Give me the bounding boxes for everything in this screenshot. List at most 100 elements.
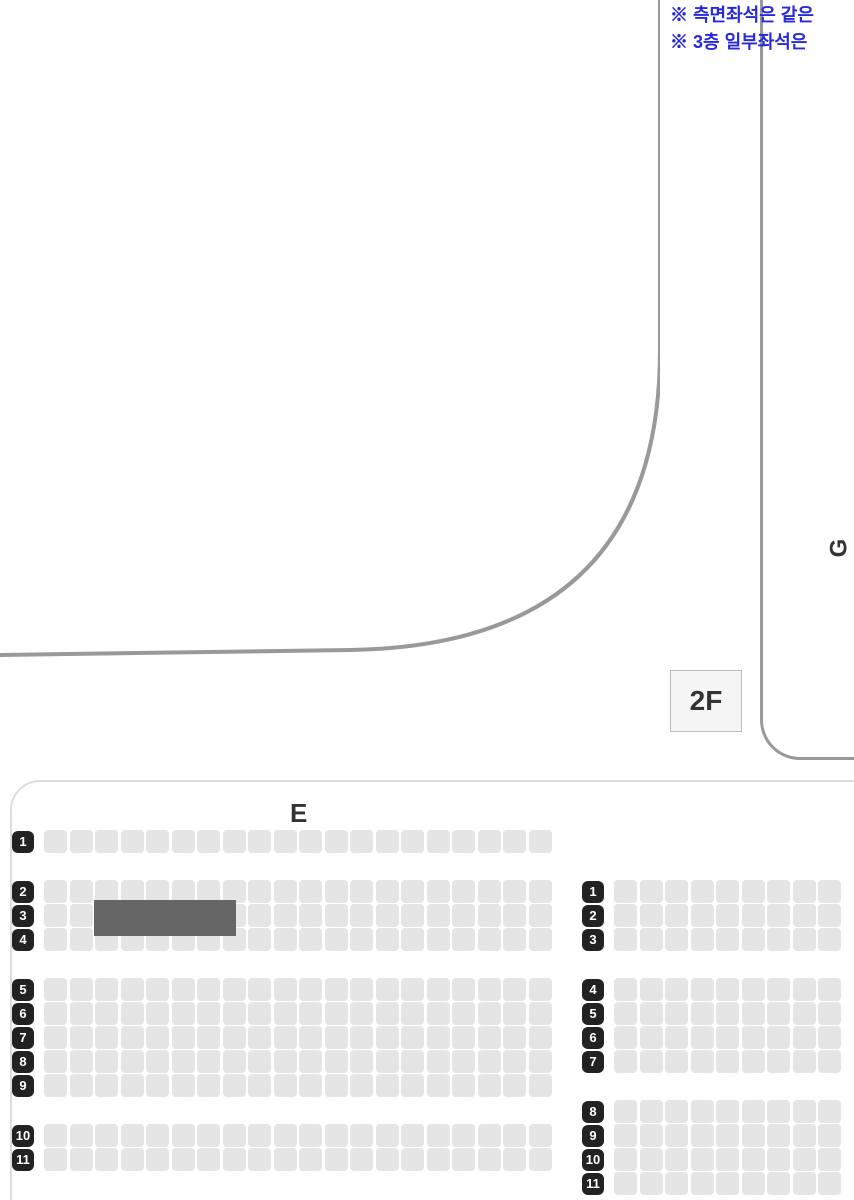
seat[interactable]: [640, 880, 663, 903]
seat[interactable]: [452, 1002, 475, 1025]
seat[interactable]: [452, 830, 475, 853]
seat[interactable]: [95, 1124, 118, 1147]
seat[interactable]: [401, 904, 424, 927]
seat[interactable]: [376, 1148, 399, 1171]
seat[interactable]: [665, 1026, 688, 1049]
seat[interactable]: [529, 1050, 552, 1073]
seat[interactable]: [121, 1124, 144, 1147]
seat[interactable]: [401, 1148, 424, 1171]
seat[interactable]: [529, 1026, 552, 1049]
seat[interactable]: [401, 928, 424, 951]
seat[interactable]: [640, 1002, 663, 1025]
seat[interactable]: [70, 830, 93, 853]
seat[interactable]: [691, 1172, 714, 1195]
seat[interactable]: [325, 1124, 348, 1147]
seat[interactable]: [376, 880, 399, 903]
seat[interactable]: [44, 1050, 67, 1073]
seat[interactable]: [640, 1124, 663, 1147]
seat[interactable]: [478, 880, 501, 903]
seat[interactable]: [742, 1148, 765, 1171]
seat[interactable]: [452, 1074, 475, 1097]
seat[interactable]: [503, 1124, 526, 1147]
seat[interactable]: [223, 1074, 246, 1097]
seat[interactable]: [478, 830, 501, 853]
seat[interactable]: [299, 978, 322, 1001]
seat[interactable]: [665, 1124, 688, 1147]
seat[interactable]: [716, 1124, 739, 1147]
seat[interactable]: [70, 1002, 93, 1025]
seat[interactable]: [503, 830, 526, 853]
seat[interactable]: [427, 928, 450, 951]
seat[interactable]: [70, 1074, 93, 1097]
seat[interactable]: [427, 1074, 450, 1097]
seat[interactable]: [716, 904, 739, 927]
seat[interactable]: [452, 880, 475, 903]
seat[interactable]: [223, 1124, 246, 1147]
seat[interactable]: [716, 1026, 739, 1049]
seat[interactable]: [665, 1172, 688, 1195]
seat[interactable]: [614, 904, 637, 927]
seat[interactable]: [44, 1124, 67, 1147]
seat[interactable]: [452, 1148, 475, 1171]
seat[interactable]: [172, 978, 195, 1001]
seat[interactable]: [44, 1074, 67, 1097]
seat[interactable]: [742, 1050, 765, 1073]
seat[interactable]: [529, 830, 552, 853]
seat[interactable]: [70, 880, 93, 903]
seat[interactable]: [478, 1074, 501, 1097]
seat[interactable]: [452, 1050, 475, 1073]
seat[interactable]: [529, 1148, 552, 1171]
seat[interactable]: [401, 880, 424, 903]
seat[interactable]: [223, 978, 246, 1001]
seat[interactable]: [742, 1026, 765, 1049]
seat[interactable]: [614, 1100, 637, 1123]
seat[interactable]: [325, 1050, 348, 1073]
seat[interactable]: [427, 830, 450, 853]
seat[interactable]: [350, 830, 373, 853]
seat[interactable]: [401, 978, 424, 1001]
seat[interactable]: [478, 1148, 501, 1171]
seat[interactable]: [640, 978, 663, 1001]
seat[interactable]: [614, 1124, 637, 1147]
seat[interactable]: [742, 904, 765, 927]
seat[interactable]: [767, 1026, 790, 1049]
seat[interactable]: [503, 904, 526, 927]
seat[interactable]: [248, 1050, 271, 1073]
seat[interactable]: [325, 1002, 348, 1025]
seat[interactable]: [299, 1074, 322, 1097]
seat[interactable]: [299, 830, 322, 853]
seat[interactable]: [742, 1124, 765, 1147]
seat[interactable]: [401, 1026, 424, 1049]
seat[interactable]: [716, 1100, 739, 1123]
seat[interactable]: [95, 1026, 118, 1049]
seat[interactable]: [325, 1148, 348, 1171]
seat[interactable]: [325, 928, 348, 951]
seat[interactable]: [640, 1148, 663, 1171]
seat[interactable]: [401, 1002, 424, 1025]
seat[interactable]: [793, 1100, 816, 1123]
seat[interactable]: [274, 928, 297, 951]
seat[interactable]: [716, 880, 739, 903]
seat[interactable]: [478, 1026, 501, 1049]
seat[interactable]: [716, 1172, 739, 1195]
seat[interactable]: [299, 1124, 322, 1147]
seat[interactable]: [146, 1148, 169, 1171]
seat[interactable]: [95, 1148, 118, 1171]
seat[interactable]: [767, 1148, 790, 1171]
seat[interactable]: [248, 880, 271, 903]
seat[interactable]: [350, 1124, 373, 1147]
seat[interactable]: [640, 928, 663, 951]
seat[interactable]: [299, 928, 322, 951]
seat[interactable]: [350, 1050, 373, 1073]
seat[interactable]: [691, 880, 714, 903]
seat[interactable]: [376, 1124, 399, 1147]
seat[interactable]: [691, 928, 714, 951]
seat[interactable]: [691, 904, 714, 927]
seat[interactable]: [248, 1026, 271, 1049]
seat[interactable]: [503, 1148, 526, 1171]
seat[interactable]: [503, 1074, 526, 1097]
seat[interactable]: [172, 1148, 195, 1171]
seat[interactable]: [70, 978, 93, 1001]
seat[interactable]: [376, 1050, 399, 1073]
seat[interactable]: [452, 1124, 475, 1147]
